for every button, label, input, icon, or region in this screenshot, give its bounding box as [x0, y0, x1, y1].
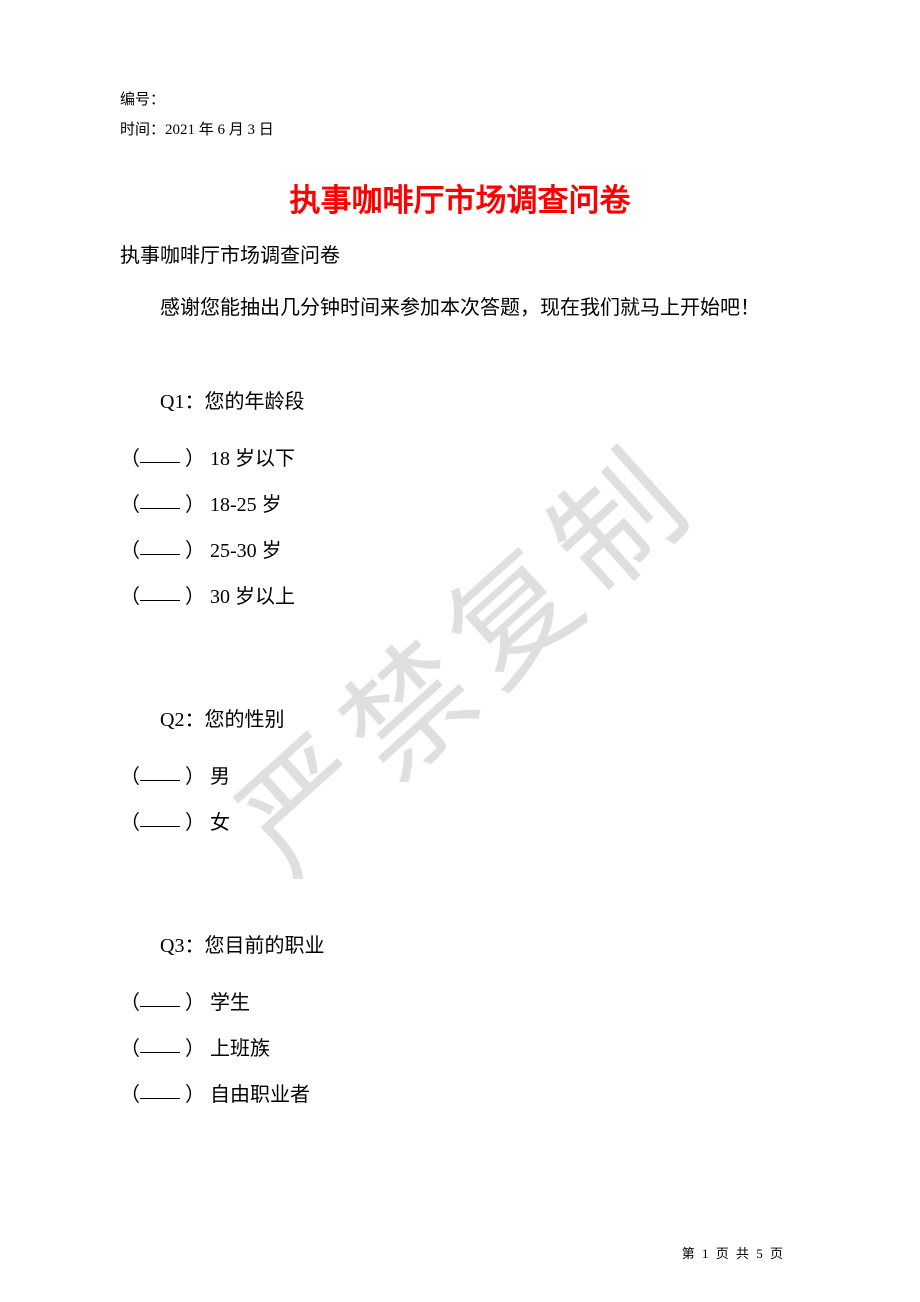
blank-underline — [140, 761, 180, 781]
question-q3-option-0: （ ） 学生 — [120, 980, 800, 1026]
blank-underline — [140, 987, 180, 1007]
question-q1-option-3: （ ） 30 岁以上 — [120, 574, 800, 620]
blank-underline — [140, 581, 180, 601]
question-q1: Q1：您的年龄段 （ ） 18 岁以下 （ ） 18-25 岁 （ ） 25-3… — [120, 382, 800, 620]
question-q1-label: Q1：您的年龄段 — [120, 382, 800, 422]
question-q3-option-1: （ ） 上班族 — [120, 1026, 800, 1072]
question-q1-option-2: （ ） 25-30 岁 — [120, 528, 800, 574]
question-q3-option-2: （ ） 自由职业者 — [120, 1072, 800, 1118]
intro-paragraph: 感谢您能抽出几分钟时间来参加本次答题，现在我们就马上开始吧！ — [120, 284, 800, 332]
date-line: 时间：2021 年 6 月 3 日 — [120, 115, 800, 145]
option-text: 25-30 岁 — [210, 540, 282, 562]
option-text: 男 — [210, 766, 230, 788]
page-footer: 第 1 页 共 5 页 — [682, 1243, 785, 1262]
question-q2-label: Q2：您的性别 — [120, 700, 800, 740]
header-info: 编号： 时间：2021 年 6 月 3 日 — [120, 85, 800, 145]
question-q2: Q2：您的性别 （ ） 男 （ ） 女 — [120, 700, 800, 846]
blank-underline — [140, 443, 180, 463]
option-text: 学生 — [210, 992, 250, 1014]
option-text: 30 岁以上 — [210, 586, 295, 608]
serial-number-line: 编号： — [120, 85, 800, 115]
option-text: 自由职业者 — [210, 1084, 310, 1106]
option-text: 18-25 岁 — [210, 494, 282, 516]
subtitle: 执事咖啡厅市场调查问卷 — [120, 238, 800, 274]
blank-underline — [140, 489, 180, 509]
question-q1-option-1: （ ） 18-25 岁 — [120, 482, 800, 528]
option-text: 上班族 — [210, 1038, 270, 1060]
main-title: 执事咖啡厅市场调查问卷 — [120, 175, 800, 220]
question-q3: Q3：您目前的职业 （ ） 学生 （ ） 上班族 （ ） 自由职业者 — [120, 926, 800, 1118]
page-container: 编号： 时间：2021 年 6 月 3 日 执事咖啡厅市场调查问卷 执事咖啡厅市… — [0, 0, 920, 1302]
option-text: 18 岁以下 — [210, 448, 295, 470]
blank-underline — [140, 1079, 180, 1099]
question-q2-option-1: （ ） 女 — [120, 800, 800, 846]
question-q1-option-0: （ ） 18 岁以下 — [120, 436, 800, 482]
blank-underline — [140, 535, 180, 555]
blank-underline — [140, 1033, 180, 1053]
serial-label: 编号： — [120, 92, 165, 108]
date-label: 时间： — [120, 122, 165, 138]
option-text: 女 — [210, 812, 230, 834]
question-q3-label: Q3：您目前的职业 — [120, 926, 800, 966]
blank-underline — [140, 807, 180, 827]
date-value: 2021 年 6 月 3 日 — [165, 122, 274, 138]
question-q2-option-0: （ ） 男 — [120, 754, 800, 800]
